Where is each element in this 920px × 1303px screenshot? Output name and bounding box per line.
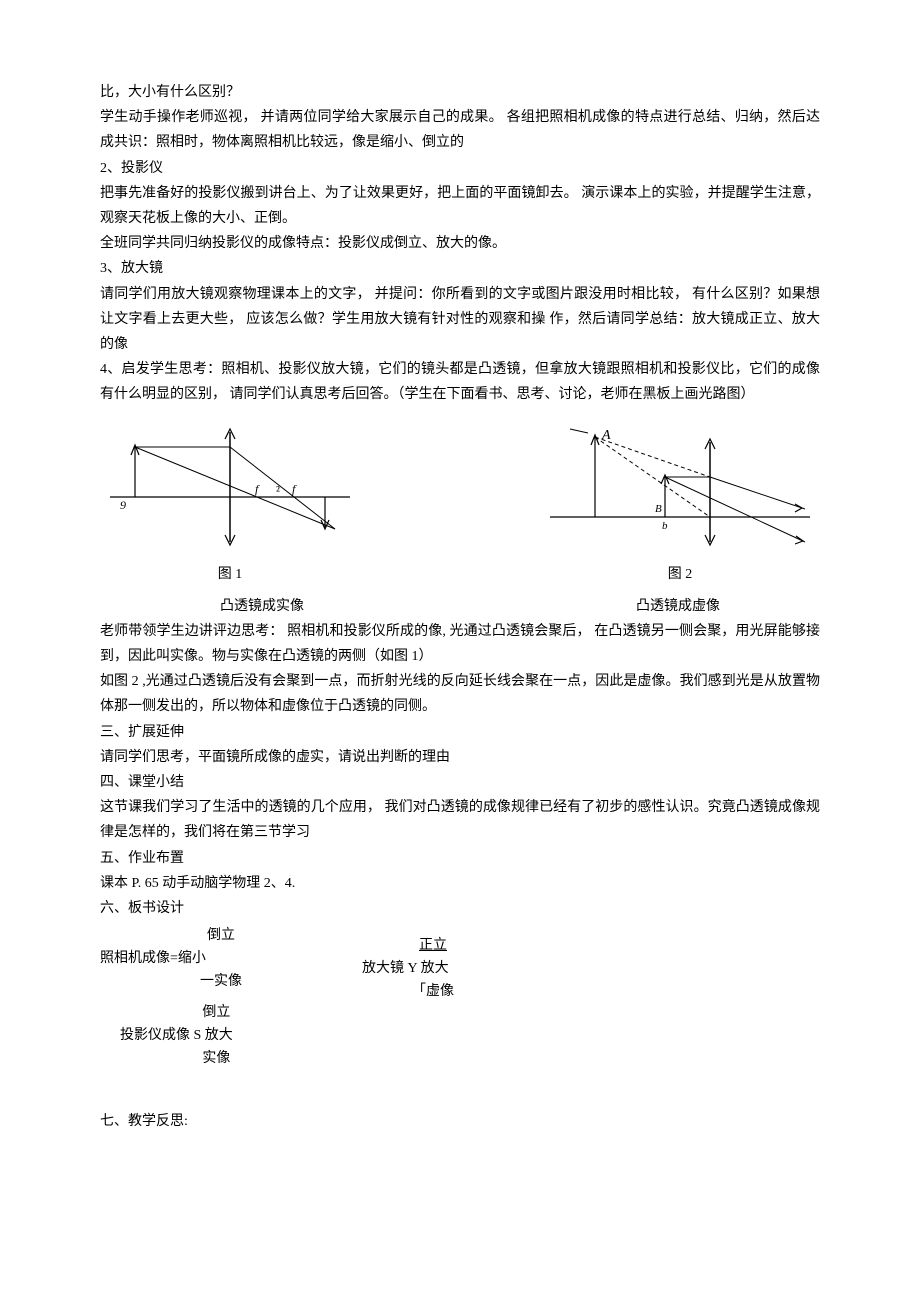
figure-2: A B b 图 2: [540, 417, 820, 587]
section-7-title: 七、教学反思:: [100, 1109, 820, 1134]
figures-row: f f ² 9 图 1 A B b: [100, 417, 820, 587]
intro-p1: 比，大小有什么区别？: [100, 80, 820, 105]
board-projector-label: 投影仪成像 S 放大: [120, 1023, 233, 1048]
caption-real-image: 凸透镜成实像: [220, 594, 304, 619]
board-projector: 倒立 投影仪成像 S 放大 实像: [100, 1002, 242, 1069]
svg-text:f: f: [255, 482, 260, 496]
intro-p2: 学生动手操作老师巡视， 并请两位同学给大家展示自己的成果。 各组把照相机成像的特…: [100, 105, 820, 155]
caption-virtual-image: 凸透镜成虚像: [636, 594, 720, 619]
board-design: 倒立 照相机成像=缩小 一实像 倒立 投影仪成像 S 放大 实像 正立 放大镜 …: [100, 925, 820, 1079]
section-3-title: 三、扩展延伸: [100, 720, 820, 745]
heading-3: 3、放大镜: [100, 256, 820, 281]
board-camera-label: 照相机成像=缩小: [100, 946, 242, 971]
figure-1: f f ² 9 图 1: [100, 417, 360, 587]
section-4-title: 四、课堂小结: [100, 770, 820, 795]
figure-1-label: 图 1: [218, 562, 243, 587]
section-3-p1: 请同学们思考，平面镜所成像的虚实，请说出判断的理由: [100, 745, 820, 770]
svg-text:²: ²: [276, 483, 280, 498]
intro-p3: 把事先准备好的投影仪搬到讲台上、为了让效果更好，把上面的平面镜卸去。 演示课本上…: [100, 181, 820, 231]
lens-real-image-diagram: f f ² 9: [100, 417, 360, 557]
intro-p4: 全班同学共同归纳投影仪的成像特点：投影仪成倒立、放大的像。: [100, 231, 820, 256]
after-fig-p2: 如图 2 ,光通过凸透镜后没有会聚到一点，而折射光线的反向延长线会聚在一点，因此…: [100, 669, 820, 719]
svg-text:B: B: [655, 503, 662, 515]
heading-4-para: 4、启发学生思考：照相机、投影仪放大镜，它们的镜头都是凸透镜，但拿放大镜跟照相机…: [100, 357, 820, 407]
figure-2-label: 图 2: [668, 562, 693, 587]
board-camera: 倒立 照相机成像=缩小 一实像: [100, 925, 242, 992]
section-6-title: 六、板书设计: [100, 896, 820, 921]
board-camera-top: 倒立: [200, 925, 242, 946]
section-5-title: 五、作业布置: [100, 846, 820, 871]
board-magnifier-bottom: 「虚像: [412, 981, 454, 1002]
svg-text:b: b: [662, 520, 668, 532]
section-5-p1: 课本 P. 65 动手动脑学物理 2、4.: [100, 871, 820, 896]
board-magnifier: 正立 放大镜 Y 放大 「虚像: [362, 935, 454, 1002]
svg-text:9: 9: [120, 498, 126, 512]
svg-text:f: f: [292, 482, 297, 496]
board-camera-bottom: 一实像: [200, 971, 242, 992]
figure-captions: 凸透镜成实像 凸透镜成虚像: [100, 594, 820, 619]
after-fig-p1: 老师带领学生边讲评边思考： 照相机和投影仪所成的像, 光通过凸透镜会聚后， 在凸…: [100, 619, 820, 669]
board-projector-bottom: 实像: [200, 1048, 233, 1069]
svg-text:A: A: [601, 428, 611, 443]
board-magnifier-top: 正立: [412, 935, 454, 956]
lens-virtual-image-diagram: A B b: [540, 417, 820, 557]
section-4-p1: 这节课我们学习了生活中的透镜的几个应用， 我们对凸透镜的成像规律已经有了初步的感…: [100, 795, 820, 845]
board-projector-top: 倒立: [200, 1002, 233, 1023]
heading-2: 2、投影仪: [100, 156, 820, 181]
intro-p5: 请同学们用放大镜观察物理课本上的文字， 并提问：你所看到的文字或图片跟没用时相比…: [100, 282, 820, 358]
board-magnifier-label: 放大镜 Y 放大: [362, 956, 454, 981]
